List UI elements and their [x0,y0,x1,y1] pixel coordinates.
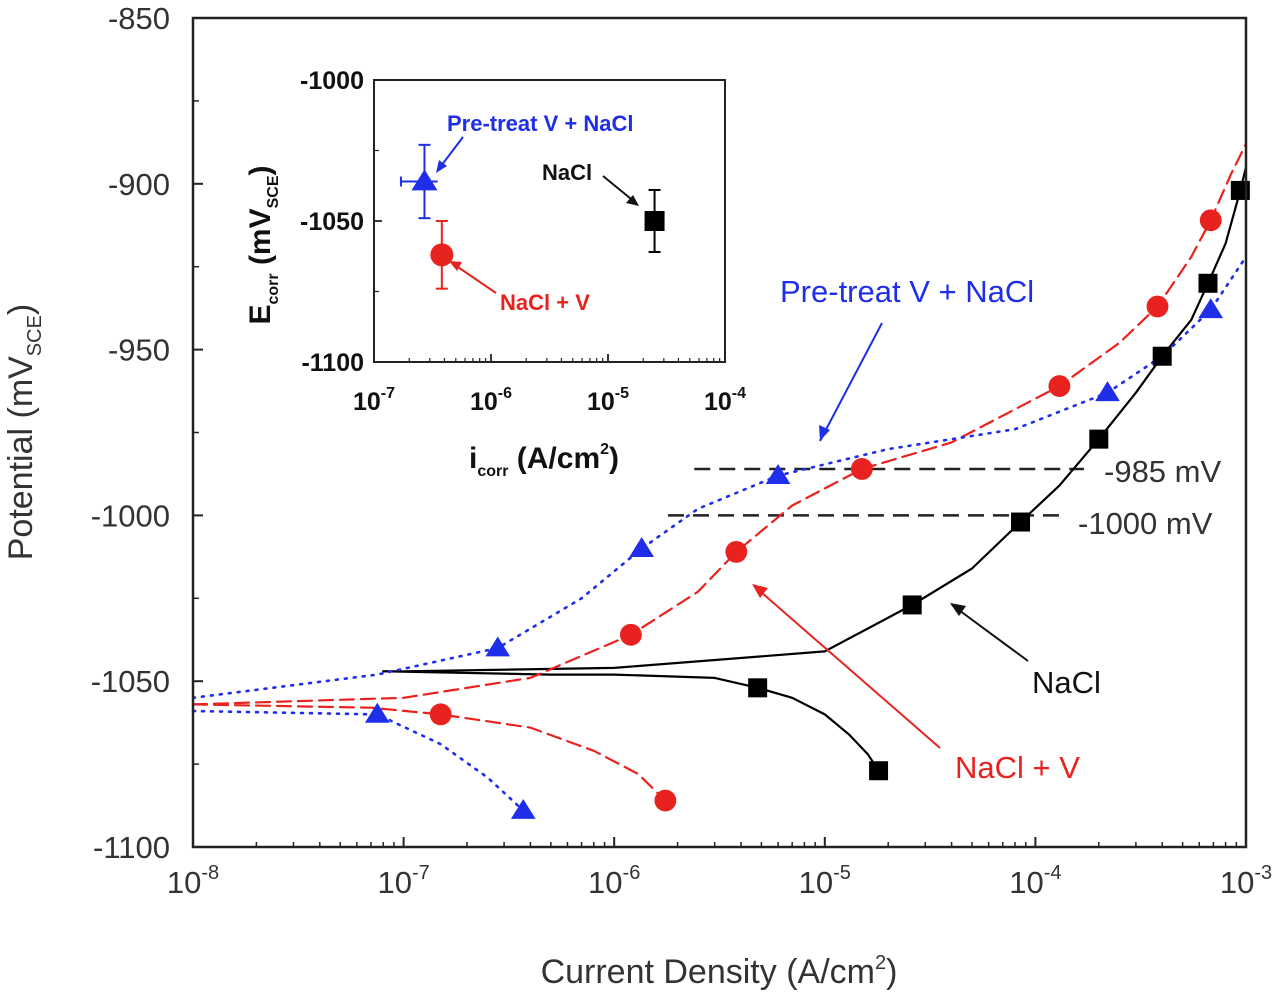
pre-treat-v-nacl-marker [485,636,511,657]
nacl-cathodic-curve [382,670,880,772]
annotation-nacl-v: NaCl + V [752,584,1080,785]
y-tick-label: -950 [108,333,170,368]
inset-annotation-nacl: NaCl [542,160,639,206]
inset-tick-labels: 10-7 10-6 10-5 10-4 -1000 -1050 -1100 [300,67,746,416]
x-tick-label: 10-6 [588,862,640,900]
inset-plot: 10-7 10-6 10-5 10-4 -1000 -1050 -1100 icorr (A… [244,67,746,480]
nacl-v-marker [619,623,642,646]
x-tick-label: 10-7 [377,862,429,900]
inset-annotation-pretreat: Pre-treat V + NaCl [436,111,633,173]
inset-annotation-pretreat-label: Pre-treat V + NaCl [447,111,633,136]
annotation-nacl-arrowhead [950,603,966,616]
annotation-nacl-label: NaCl [1032,665,1101,700]
nacl-v-cathodic-curve [191,703,667,802]
nacl-marker [1089,429,1109,449]
y-tick-label: -1100 [93,830,170,865]
inset-annotation-nacl-v: NaCl + V [449,261,590,315]
inset-nacl-v-marker [430,243,454,267]
inset-annotation-nacl-v-arrow [451,262,497,294]
inset-y-axis-title: Ecorr (mVSCE) [244,165,282,324]
nacl-v-marker [429,703,452,726]
nacl-anodic-curve [382,166,1248,673]
y-tick-label: -1000 [91,498,170,533]
inset-frame [373,79,726,363]
axis-ticks [192,17,1247,848]
x-tick-label: 10-8 [167,862,219,900]
nacl-marker [1011,512,1031,532]
tick-labels: 10-8 10-7 10-6 10-5 10-4 10-3 -850 -900 -950 -100… [91,1,1272,900]
nacl-marker [869,761,889,781]
annotation-nacl-v-label: NaCl + V [955,750,1080,785]
inset-x-tick-label: 10-4 [704,385,746,416]
reference-line-labels: -985 mV -1000 mV [1078,454,1221,541]
nacl-v-marker [1146,295,1169,318]
inset-x-tick-label: 10-6 [470,385,512,416]
inset-annotation-pretreat-arrowhead [436,160,447,173]
y-axis-title: Potential (mVSCE) [2,304,46,561]
inset-x-axis-title: icorr (A/cm2) [469,441,619,480]
inset-x-tick-label: 10-5 [587,385,629,416]
reference-lines [667,467,1084,517]
annotation-pretreat-arrowhead [819,425,830,441]
ref-label-985: -985 mV [1104,454,1221,489]
annotation-pretreat-arrow [819,322,883,442]
inset-pre-treat-v-nacl-marker [411,169,438,191]
inset-y-tick-label: -1000 [300,67,364,95]
pre-treat-v-nacl-marker [765,464,791,484]
annotation-pretreat-label: Pre-treat V + NaCl [780,274,1034,309]
x-tick-label: 10-4 [1009,862,1061,900]
pre-treat-v-nacl-marker [364,702,390,723]
pre-treat-v-nacl-marker [1198,298,1224,319]
nacl-marker [1198,273,1218,293]
nacl-v-anodic-curve [191,142,1248,706]
annotation-nacl-arrow [951,604,1029,662]
inset-annotation-nacl-arrowhead [626,195,639,206]
inset-y-tick-label: -1050 [300,208,364,236]
annotation-nacl-v-arrowhead [752,584,768,598]
ref-label-1000: -1000 mV [1078,506,1213,541]
inset-points [399,143,665,290]
nacl-v-marker [1199,209,1222,232]
pre-treat-v-nacl-marker [510,798,536,819]
y-tick-label: -900 [108,167,170,202]
nacl-v-marker [725,540,748,563]
x-tick-label: 10-3 [1220,862,1272,900]
pre-treat-v-nacl-marker [629,536,654,557]
markers [364,180,1250,819]
inset-x-tick-label: 10-7 [353,385,395,416]
y-tick-label: -850 [108,1,170,36]
nacl-v-marker [654,789,677,812]
nacl-marker [748,678,768,698]
inset-annotation-nacl-v-arrowhead [449,261,462,271]
inset-nacl-marker [644,211,665,231]
nacl-marker [1152,346,1172,366]
y-tick-label: -1050 [91,664,170,699]
nacl-v-marker [1048,375,1071,398]
annotation-nacl: NaCl [950,603,1101,700]
nacl-v-marker [850,458,873,480]
inset-y-tick-label: -1100 [301,349,364,377]
nacl-marker [902,595,922,615]
annotation-pretreat: Pre-treat V + NaCl [780,274,1034,442]
pre-treat-v-nacl-marker [1095,381,1120,402]
x-tick-label: 10-5 [799,862,851,900]
inset-annotation-nacl-v-label: NaCl + V [500,290,590,315]
x-axis-title: Current Density (A/cm2) [541,952,898,991]
inset-axis-ticks [373,79,726,363]
annotation-nacl-v-arrow [753,585,941,749]
pre-treat-v-nacl-cathodic-curve [191,709,525,812]
inset-annotation-nacl-label: NaCl [542,160,592,185]
